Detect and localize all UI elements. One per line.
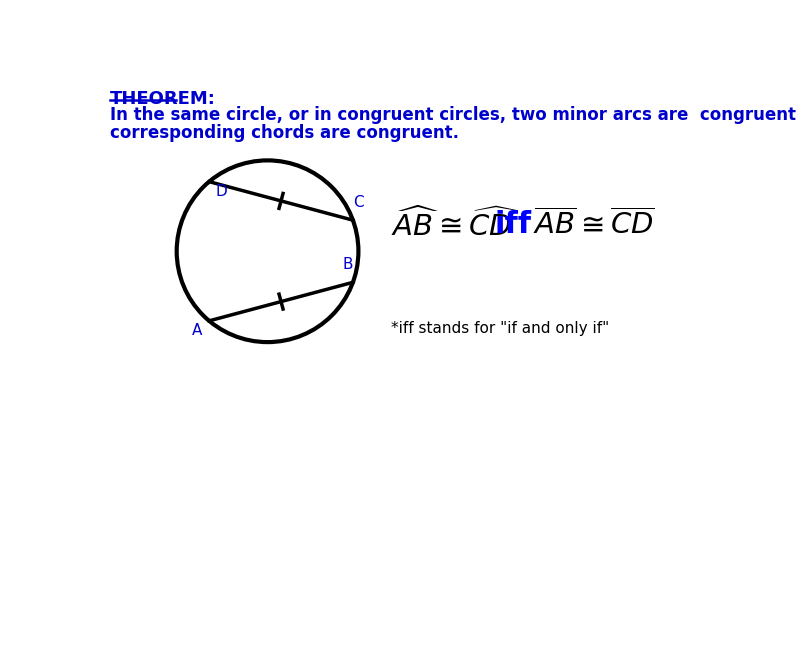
Text: $\overline{AB} \cong \overline{CD}$: $\overline{AB} \cong \overline{CD}$	[534, 209, 655, 240]
Text: corresponding chords are congruent.: corresponding chords are congruent.	[110, 124, 458, 142]
Text: *iff stands for "if and only if": *iff stands for "if and only if"	[390, 320, 609, 335]
Text: THEOREM:: THEOREM:	[110, 90, 215, 107]
Text: A: A	[192, 323, 202, 338]
Text: In the same circle, or in congruent circles, two minor arcs are  congruent  if  : In the same circle, or in congruent circ…	[110, 106, 800, 124]
Text: $\widehat{AB} \cong \widehat{CD}$: $\widehat{AB} \cong \widehat{CD}$	[390, 207, 518, 242]
Text: iff: iff	[494, 210, 532, 239]
Text: B: B	[342, 257, 353, 272]
Text: D: D	[215, 184, 227, 199]
Text: C: C	[353, 195, 364, 210]
